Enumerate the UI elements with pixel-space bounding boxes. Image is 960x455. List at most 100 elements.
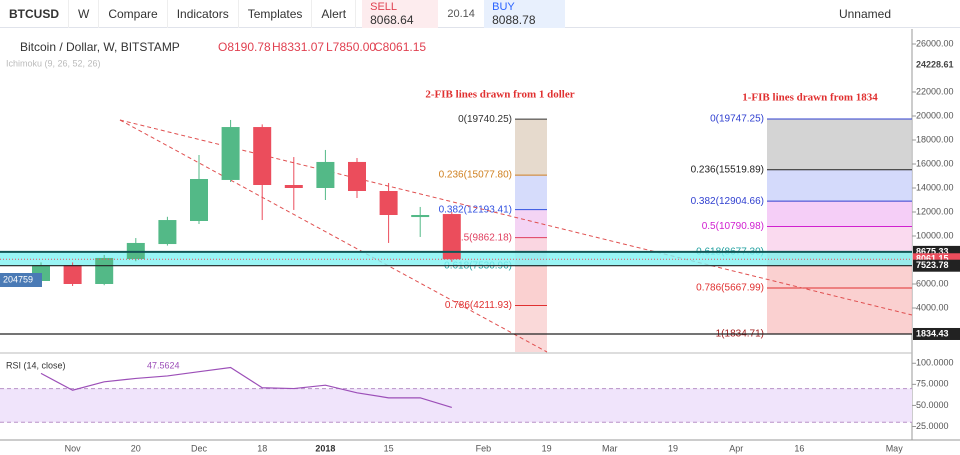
x-tick-label: 18 — [257, 443, 267, 453]
axis-bg — [912, 29, 960, 455]
candle-body — [158, 220, 177, 245]
fib-label: 0.236(15077.80) — [439, 170, 512, 181]
fib-zone — [767, 226, 912, 252]
x-tick-label: 15 — [384, 443, 394, 453]
left-label-bg — [0, 273, 42, 287]
fib-trend — [119, 119, 548, 353]
candle-body — [190, 178, 208, 221]
sell-button[interactable]: SELL 8068.64 — [362, 0, 439, 28]
price-label-bg — [913, 59, 960, 72]
y-tick-label: 25.0000 — [916, 421, 949, 431]
candle-body — [63, 265, 82, 284]
price-label: 1834.43 — [916, 328, 949, 338]
fib-label: 0.236(15519.89) — [691, 164, 764, 175]
sell-price: 8068.64 — [370, 12, 414, 27]
spread: 20.14 — [447, 7, 475, 20]
candle-body — [316, 161, 335, 188]
interval[interactable]: W — [69, 0, 100, 28]
indicators-button[interactable]: Indicators — [168, 0, 239, 28]
fib-zone — [515, 175, 547, 210]
layout-name[interactable]: Unnamed — [838, 6, 891, 21]
y-tick-label: 18000.00 — [916, 134, 954, 144]
candle-body — [348, 161, 366, 191]
y-tick-label: 14000.00 — [916, 182, 954, 192]
indicator-legend: Ichimoku (9, 26, 52, 26) — [6, 58, 101, 68]
fib-label: 0(19747.25) — [710, 114, 764, 125]
ohlc-value: L7850.00 — [326, 40, 376, 54]
x-tick-label: 20 — [131, 443, 141, 453]
fib-note: 2-FIB lines drawn from 1 doller — [425, 89, 574, 101]
candle-body — [221, 127, 240, 180]
candle-body — [442, 214, 461, 260]
fib-zone — [767, 119, 912, 170]
fib-label: 0.382(12193.41) — [439, 204, 512, 215]
fib-zone — [515, 305, 547, 352]
fib-label: 0.382(12904.66) — [691, 196, 764, 207]
candle-body — [411, 214, 430, 218]
x-tick-label: Feb — [476, 443, 492, 453]
y-tick-label: 50.0000 — [916, 400, 949, 410]
templates-button[interactable]: Templates — [239, 0, 313, 28]
trade-panel: SELL 8068.64 20.14 BUY 8088.78 — [362, 0, 566, 28]
ohlc-value: C8061.15 — [374, 40, 426, 54]
sell-label: SELL — [370, 0, 398, 13]
x-tick-label: Mar — [602, 443, 618, 453]
rsi-line — [40, 366, 452, 409]
toolbar: BTCUSD W Compare Indicators Templates Al… — [0, 0, 960, 28]
ohlc-value: H8331.07 — [272, 40, 324, 54]
y-tick-label: 16000.00 — [916, 158, 954, 168]
price-label-bg — [913, 327, 960, 340]
fib-label: 0.786(4211.93) — [445, 300, 512, 311]
y-tick-label: 12000.00 — [916, 206, 954, 216]
alert-button[interactable]: Alert — [312, 0, 357, 28]
price-label: 8061.15 — [916, 254, 949, 264]
x-tick-label: Nov — [65, 443, 82, 453]
symbol[interactable]: BTCUSD — [0, 0, 69, 28]
y-tick-label: 20000.00 — [916, 110, 954, 120]
rsi-value: 47.5624 — [147, 360, 180, 370]
candle-body — [284, 184, 303, 188]
price-label-bg — [913, 259, 960, 272]
price-label: 7523.78 — [916, 260, 949, 270]
x-tick-label: 19 — [668, 443, 678, 453]
y-tick-label: 6000.00 — [916, 278, 949, 288]
x-tick-label: Apr — [729, 443, 743, 453]
fib-label: 0.5(9862.18) — [455, 232, 512, 243]
x-tick-label: 2018 — [315, 443, 335, 453]
compare-button[interactable]: Compare — [99, 0, 168, 28]
y-tick-label: 22000.00 — [916, 86, 954, 96]
fib-trend — [119, 119, 913, 316]
fib-zone — [767, 287, 912, 334]
buy-price: 8088.78 — [492, 12, 536, 27]
fib-label: 0.5(10790.98) — [702, 221, 764, 232]
x-tick-label: 19 — [542, 443, 552, 453]
y-tick-label: 4000.00 — [916, 302, 949, 312]
y-tick-label: 10000.00 — [916, 230, 954, 240]
candle-body — [253, 127, 272, 185]
x-tick-label: 16 — [794, 443, 804, 453]
fib-zone — [515, 265, 547, 306]
price-label: 8675.33 — [916, 246, 949, 256]
x-tick-label: Dec — [191, 443, 208, 453]
chart-title: Bitcoin / Dollar, W, BITSTAMP — [20, 40, 180, 54]
buy-button[interactable]: BUY 8088.78 — [484, 0, 566, 28]
candle-body — [379, 190, 398, 215]
fib-zone — [515, 119, 547, 176]
fib-zone — [767, 201, 912, 227]
x-tick-label: May — [886, 443, 904, 453]
buy-label: BUY — [492, 0, 515, 13]
fib-label: 0(19740.25) — [458, 114, 512, 125]
rsi-title: RSI (14, close) — [6, 360, 66, 370]
fib-zone — [767, 169, 912, 202]
y-tick-label: 75.0000 — [916, 379, 949, 389]
left-label: 204759 — [3, 274, 33, 284]
fib-label: 0.786(5667.99) — [696, 283, 764, 294]
ohlc-value: O8190.78 — [218, 40, 271, 54]
fib-note: 1-FIB lines drawn from 1834 — [742, 92, 878, 104]
candle-body — [95, 257, 114, 284]
y-tick-label: 26000.00 — [916, 38, 954, 48]
price-label: 24228.61 — [916, 60, 954, 70]
y-tick-label: 100.0000 — [916, 358, 954, 368]
